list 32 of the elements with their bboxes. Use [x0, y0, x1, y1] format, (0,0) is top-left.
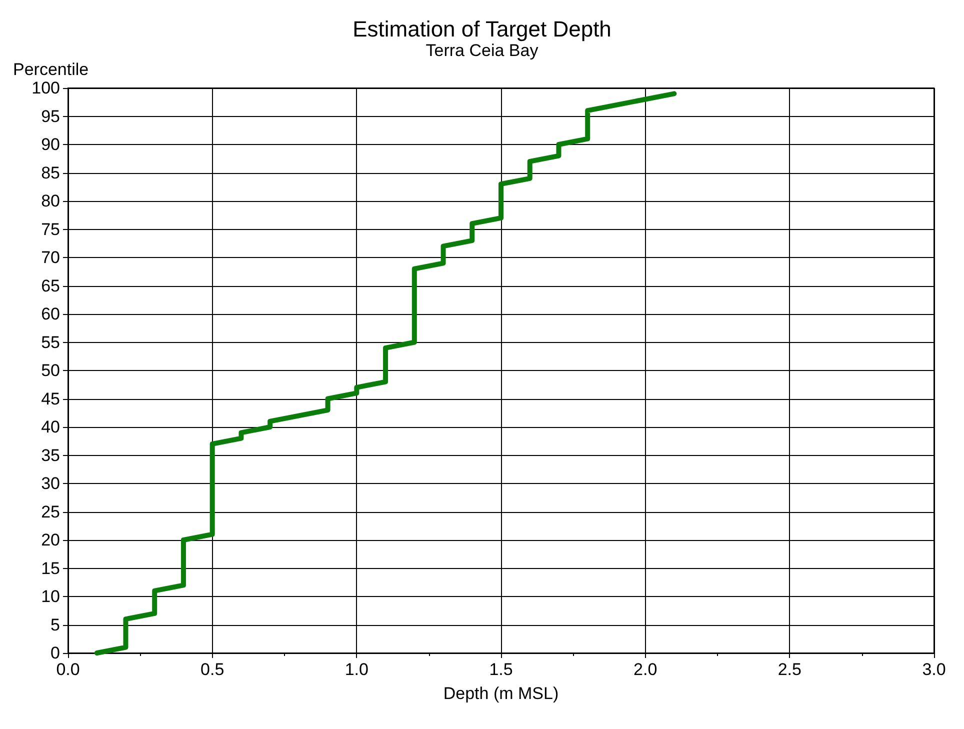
- y-tick-label: 15: [41, 558, 60, 578]
- x-tick-label: 1.5: [489, 660, 513, 679]
- chart-title: Estimation of Target Depth: [352, 16, 612, 42]
- y-tick-label: 30: [41, 474, 60, 493]
- x-tick-label: 2.0: [634, 660, 658, 679]
- y-tick-label: 80: [41, 192, 60, 210]
- chart-subtitle: Terra Ceia Bay: [426, 41, 539, 60]
- y-tick-label: 55: [41, 332, 60, 352]
- y-tick-label: 95: [41, 106, 60, 126]
- x-tick-label: 0.5: [200, 660, 224, 679]
- x-axis-title: Depth (m MSL): [443, 684, 559, 703]
- y-tick-label: 60: [41, 304, 60, 324]
- y-tick-label: 10: [41, 587, 60, 606]
- y-tick-label: 50: [41, 361, 60, 380]
- y-tick-label: 65: [41, 276, 60, 296]
- y-tick-label: 5: [50, 615, 60, 634]
- x-tick-label: 0.0: [56, 660, 80, 679]
- x-tick-label: 2.5: [778, 660, 802, 679]
- y-tick-label: 40: [41, 418, 60, 436]
- y-tick-label: 35: [41, 446, 60, 465]
- y-tick-label: 75: [41, 220, 60, 239]
- y-tick-label: 0: [50, 644, 60, 662]
- y-tick-label: 25: [41, 502, 60, 522]
- y-tick-label: 85: [41, 163, 60, 182]
- y-axis-title: Percentile: [13, 60, 89, 79]
- x-tick-label: 1.0: [344, 660, 368, 679]
- y-tick-label: 90: [41, 135, 60, 154]
- x-tick-label: 3.0: [922, 660, 946, 679]
- y-tick-label: 70: [41, 248, 60, 267]
- y-tick-label: 20: [41, 530, 60, 550]
- y-tick-label: 100: [32, 78, 60, 98]
- y-tick-label: 45: [41, 389, 60, 408]
